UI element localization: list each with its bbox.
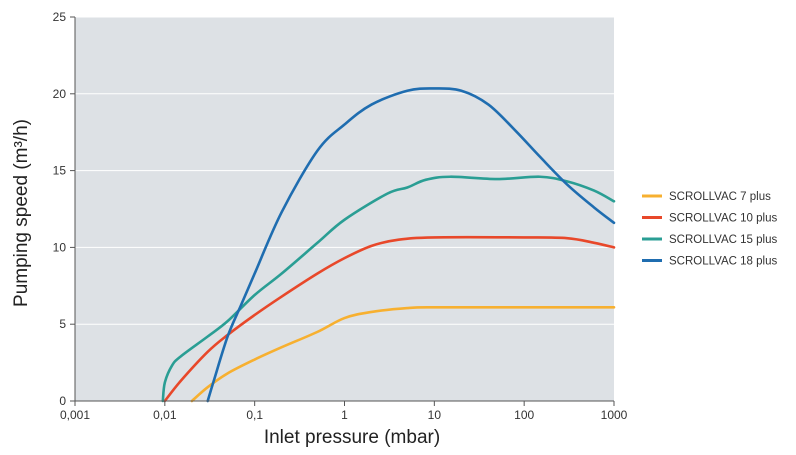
x-tick-label-5: 100 [514,408,534,422]
x-axis-ticks: 0,001 0,01 0,1 1 10 100 1000 [60,401,628,422]
legend-label-scrollvac-15-plus: SCROLLVAC 15 plus [669,234,777,246]
x-tick-label-2: 0,1 [246,408,263,422]
x-axis-title: Inlet pressure (mbar) [264,427,440,448]
legend-label-scrollvac-7-plus: SCROLLVAC 7 plus [669,191,771,203]
plot-background [75,17,614,401]
legend-label-scrollvac-18-plus: SCROLLVAC 18 plus [669,256,777,268]
legend: SCROLLVAC 7 plus SCROLLVAC 10 plus SCROLLV… [642,191,777,268]
series-line-scrollvac-10-plus [163,235,616,403]
x-tick-label-1: 0,01 [153,408,177,422]
series-line-scrollvac-7-plus [190,305,616,403]
y-axis-title: Pumping speed (m³/h) [11,119,32,307]
series-lines [161,87,616,403]
x-tick-label-4: 10 [428,408,442,422]
series-line-scrollvac-18-plus [206,87,616,403]
legend-label-scrollvac-10-plus: SCROLLVAC 10 plus [669,213,777,225]
y-tick-label-20: 20 [53,87,67,101]
y-tick-label-25: 25 [53,10,67,24]
y-tick-label-10: 10 [53,240,67,254]
grid-lines [75,16,614,325]
y-tick-label-15: 15 [53,164,67,178]
x-tick-label-0: 0,001 [60,408,90,422]
y-tick-label-0: 0 [59,394,66,408]
y-axis-ticks: 0 5 10 15 20 25 [53,10,75,408]
x-tick-label-3: 1 [341,408,348,422]
x-tick-label-6: 1000 [601,408,628,422]
y-tick-label-5: 5 [59,317,66,331]
series-line-scrollvac-15-plus [161,175,616,403]
